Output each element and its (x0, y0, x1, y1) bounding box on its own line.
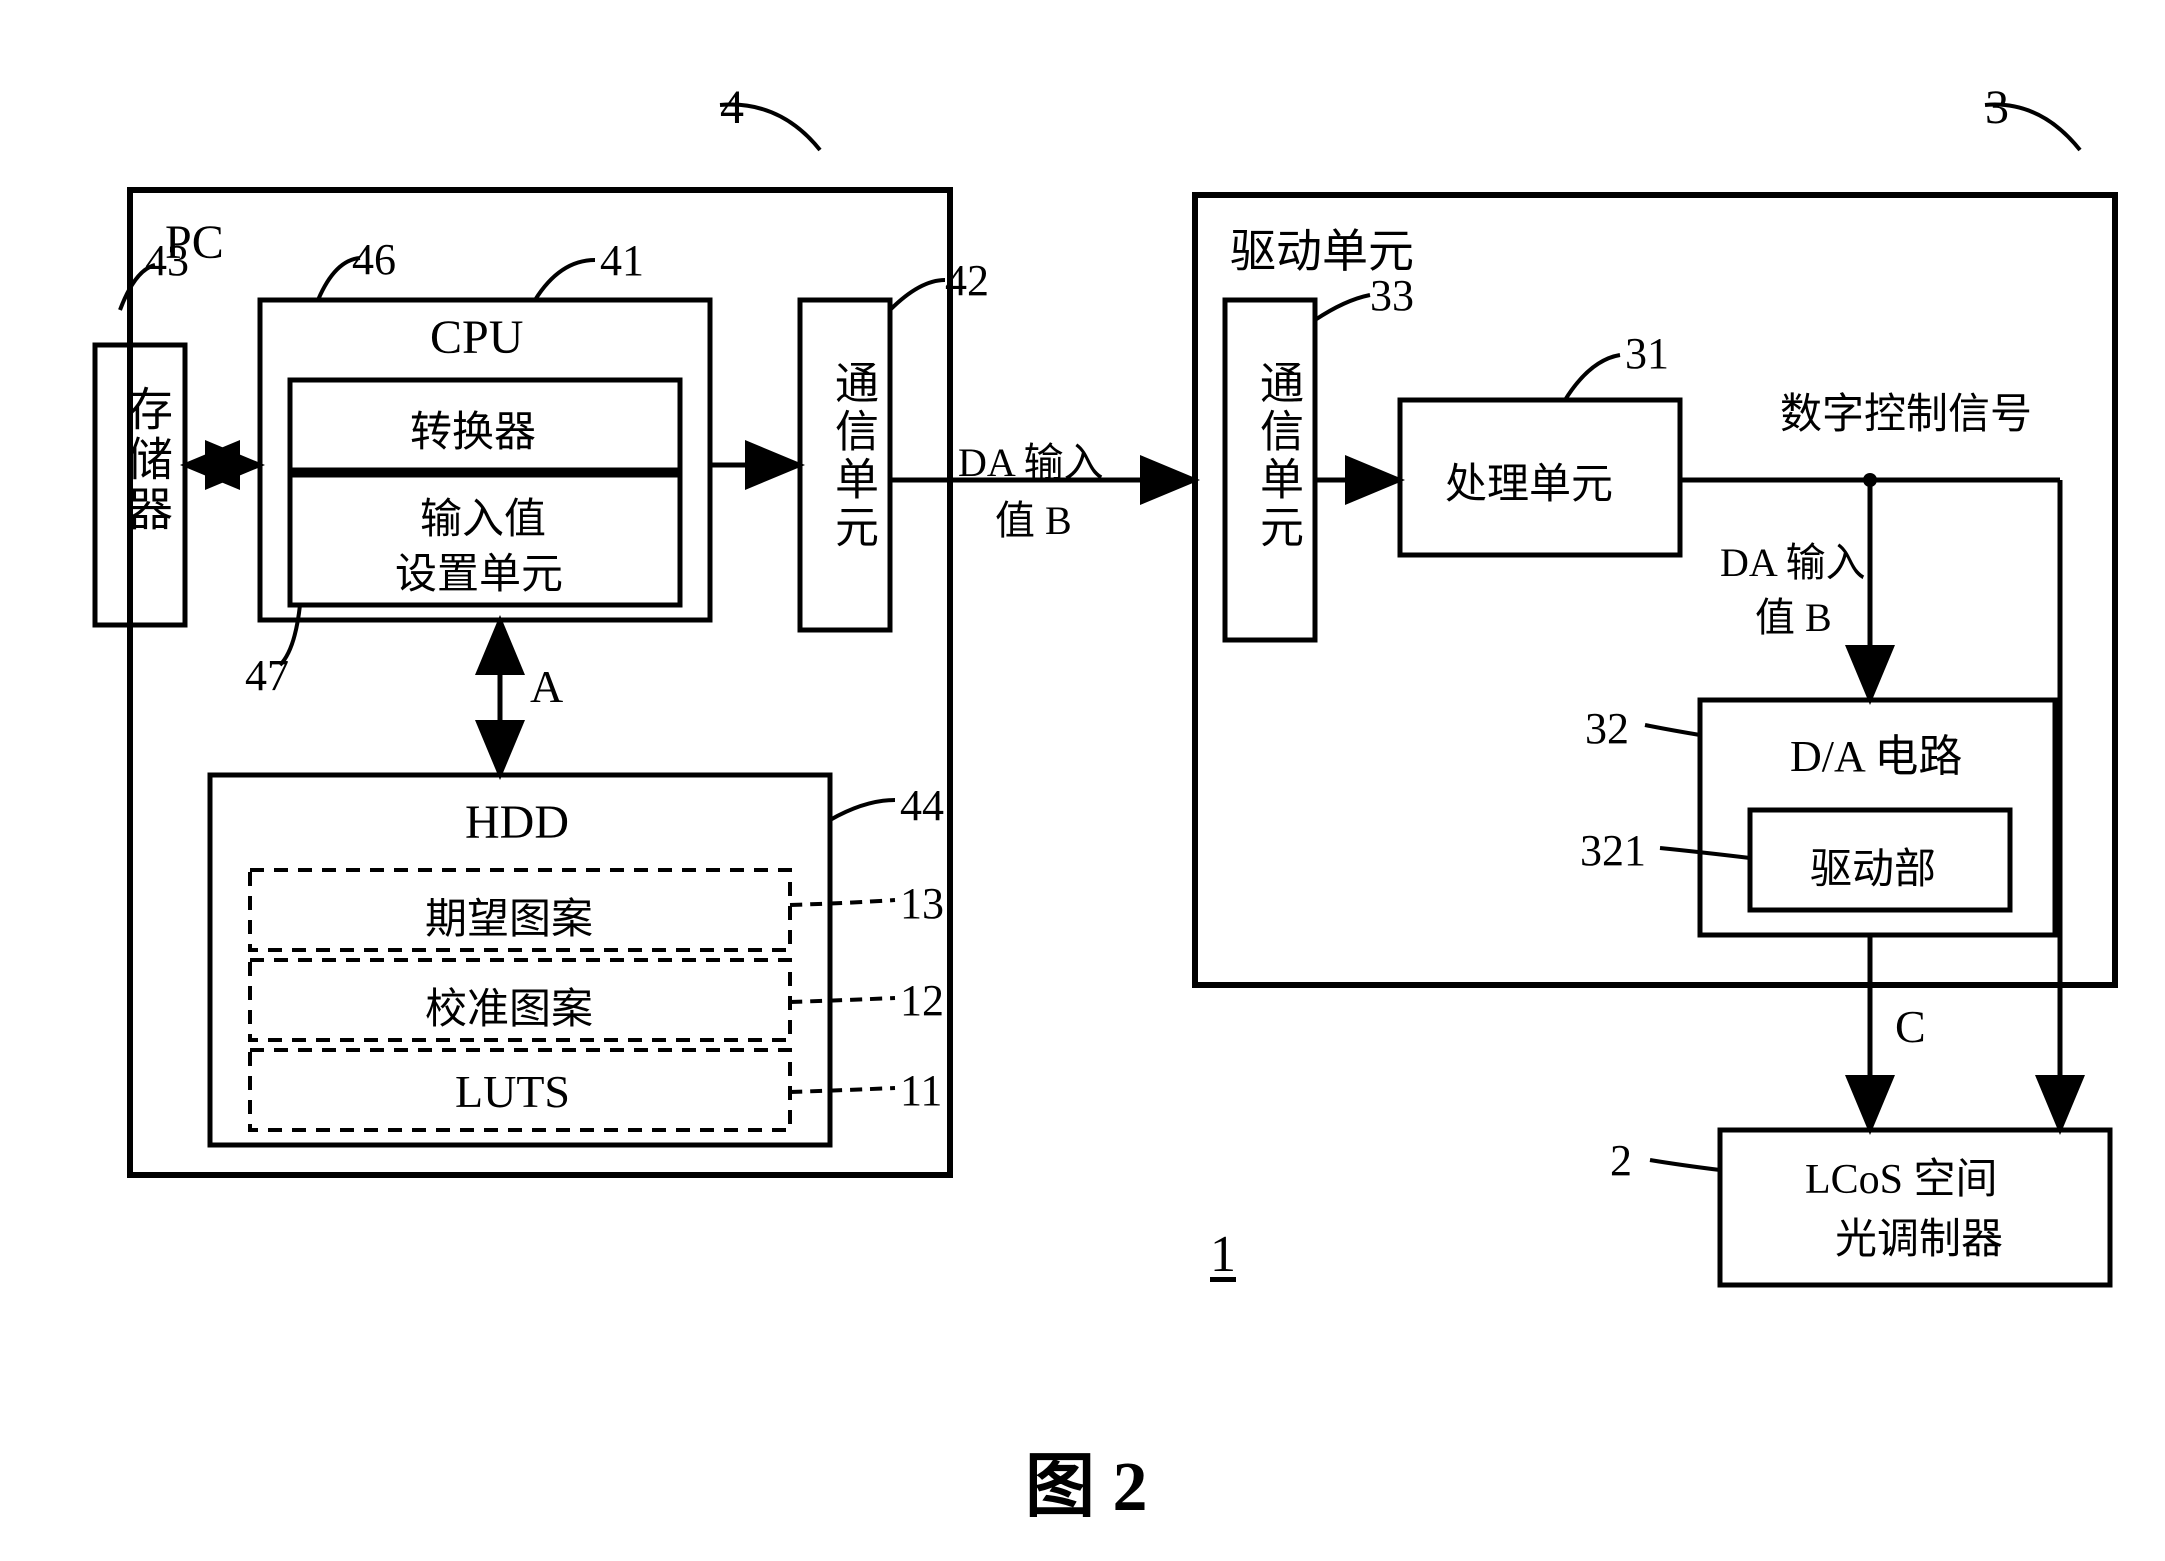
ref-2: 2 (1610, 1135, 1632, 1186)
memory-label: 存储器 (113, 385, 179, 535)
input-setter-l1: 输入值 (420, 485, 546, 546)
ref-4: 4 (720, 80, 744, 135)
ref-42: 42 (945, 255, 989, 306)
desired-label: 期望图案 (425, 885, 593, 946)
ref-32: 32 (1585, 703, 1629, 754)
dig-ctrl-label: 数字控制信号 (1780, 380, 2032, 441)
ref-41: 41 (600, 235, 644, 286)
dac-title: D/A 电路 (1790, 720, 1962, 784)
system-label: 1 (1210, 1225, 1236, 1284)
converter-label: 转换器 (410, 398, 536, 459)
ref-31: 31 (1625, 328, 1669, 379)
ref-44: 44 (900, 780, 944, 831)
da-in-l2: 值 B (1755, 585, 1832, 643)
ref-321: 321 (1580, 825, 1646, 876)
ref-33: 33 (1370, 270, 1414, 321)
ref-3: 3 (1985, 80, 2009, 135)
slm-l1: LCoS 空间 (1805, 1145, 1998, 1206)
input-setter-l2: 设置单元 (395, 540, 563, 601)
luts-label: LUTS (455, 1065, 570, 1118)
drive-comm-label: 通信单元 (1245, 360, 1309, 552)
ref-12: 12 (900, 975, 944, 1026)
ref-11: 11 (900, 1065, 942, 1116)
ref-47: 47 (245, 650, 289, 701)
signal-a: A (530, 660, 563, 713)
ref-13: 13 (900, 878, 944, 929)
block-diagram: PC 4 存储器 43 CPU 41 转换器 46 输入值 设置单元 47 通信… (0, 0, 2165, 1561)
calib-label: 校准图案 (425, 975, 593, 1036)
signal-c: C (1895, 1000, 1926, 1053)
ref-43: 43 (145, 235, 189, 286)
hdd-title: HDD (465, 795, 569, 850)
ref-46: 46 (352, 234, 396, 285)
link-ab-l2: 值 B (995, 488, 1072, 546)
cpu-title: CPU (430, 310, 523, 365)
link-ab-l1: DA 输入 (958, 430, 1104, 488)
proc-label: 处理单元 (1445, 450, 1613, 511)
da-in-l1: DA 输入 (1720, 530, 1866, 588)
driver-label: 驱动部 (1810, 835, 1936, 896)
slm-l2: 光调制器 (1835, 1205, 2003, 1266)
pc-comm-label: 通信单元 (820, 360, 884, 552)
figure-label: 图 2 (1025, 1430, 1148, 1531)
